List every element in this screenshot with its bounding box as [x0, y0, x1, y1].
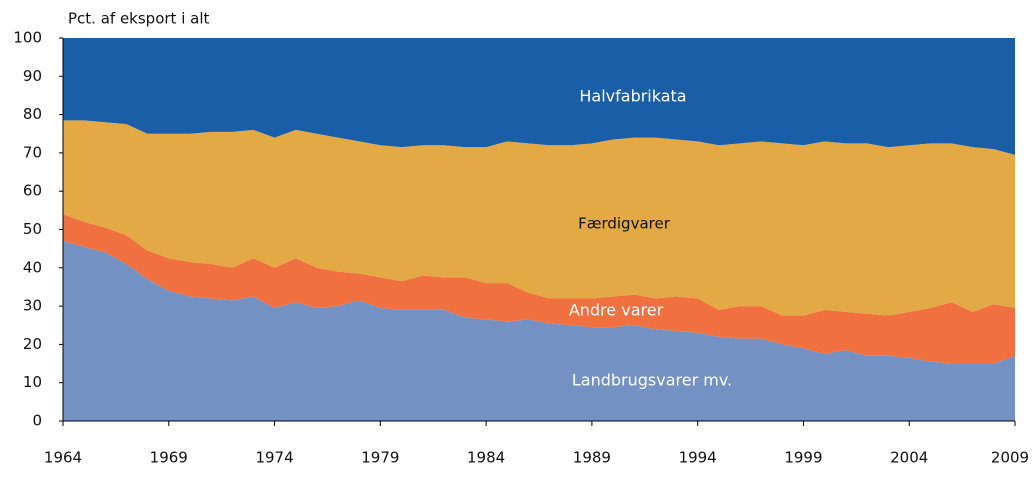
y-tick-label: 70	[23, 143, 42, 161]
series-label: Halvfabrikata	[579, 87, 686, 106]
y-tick-label: 100	[13, 29, 42, 47]
area	[63, 38, 1015, 155]
series-label: Andre varer	[569, 301, 664, 320]
y-tick-label: 30	[23, 297, 42, 315]
x-tick-label: 1974	[255, 449, 293, 467]
x-tick-label: 1984	[467, 449, 505, 467]
series-label: Landbrugsvarer mv.	[572, 371, 732, 390]
x-tick-label: 1964	[44, 449, 82, 467]
x-tick-label: 2009	[991, 449, 1029, 467]
y-axis-label: Pct. af eksport i alt	[68, 10, 209, 28]
y-tick-label: 60	[23, 182, 42, 200]
x-tick-label: 1979	[361, 449, 399, 467]
x-tick-label: 1994	[679, 449, 717, 467]
y-tick-label: 90	[23, 67, 42, 85]
area	[63, 120, 1015, 316]
area	[63, 240, 1015, 421]
x-tick-label: 1969	[150, 449, 188, 467]
x-tick-label: 1989	[573, 449, 611, 467]
area	[63, 214, 1015, 364]
y-tick-label: 20	[23, 335, 42, 353]
y-tick-label: 40	[23, 258, 42, 276]
x-tick-label: 1999	[784, 449, 822, 467]
y-tick-label: 10	[23, 373, 42, 391]
y-tick-label: 0	[32, 412, 42, 430]
x-tick-label: 2004	[890, 449, 928, 467]
y-tick-label: 50	[23, 220, 42, 238]
y-tick-label: 80	[23, 105, 42, 123]
series-label: Færdigvarer	[578, 215, 671, 233]
